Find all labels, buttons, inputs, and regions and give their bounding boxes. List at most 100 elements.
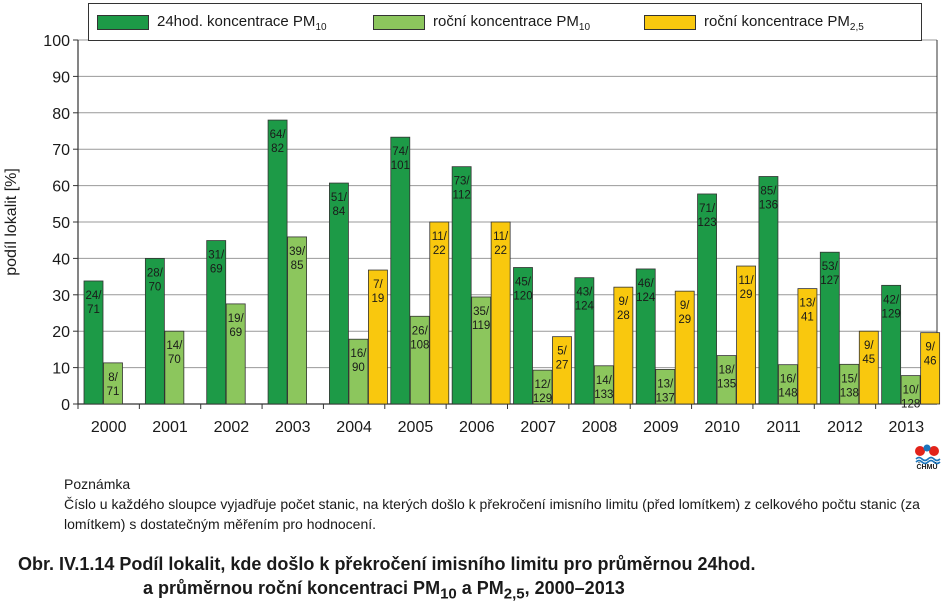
x-tick-label: 2006 — [459, 419, 495, 436]
bar-data-label: 51/84 — [331, 192, 348, 218]
bar-data-label: 9/45 — [862, 340, 875, 366]
bar-data-label: 16/148 — [778, 374, 797, 400]
bar-data-label: 45/120 — [513, 277, 532, 303]
bar — [920, 332, 941, 405]
bar — [839, 363, 860, 405]
bar — [635, 268, 656, 405]
x-tick-label: 2007 — [520, 419, 556, 436]
x-tick-label: 2013 — [889, 419, 925, 436]
bar — [225, 303, 246, 405]
legend: 24hod. koncentrace PM 10 roční koncentrac… — [88, 3, 922, 41]
bar — [429, 221, 450, 405]
x-tick-label: 2010 — [704, 419, 740, 436]
bar-data-label: 71/123 — [697, 203, 716, 229]
bar — [513, 267, 533, 405]
bar-data-label: 9/46 — [924, 342, 937, 368]
bar-data-label: 9/28 — [617, 296, 630, 322]
bar — [144, 257, 165, 405]
x-tick-label: 2009 — [643, 419, 679, 436]
bar-data-label: 18/135 — [717, 365, 736, 391]
bar-data-label: 10/128 — [901, 385, 920, 411]
y-tick-label: 90 — [52, 69, 70, 86]
bar-data-label: 43/124 — [575, 287, 595, 313]
x-tick-label: 2002 — [214, 419, 250, 436]
bar-data-label: 26/108 — [410, 325, 429, 351]
bar-data-label: 39/85 — [289, 246, 306, 272]
y-tick-label: 20 — [52, 324, 70, 341]
x-tick-label: 2004 — [336, 419, 372, 436]
bar — [552, 336, 572, 405]
bar-data-label: 14/133 — [594, 375, 613, 401]
bar-data-label: 11/22 — [432, 231, 448, 257]
bar — [778, 364, 798, 405]
x-tick-label: 2003 — [275, 419, 311, 436]
x-tick-label: 2005 — [398, 419, 434, 436]
legend-swatch-24h-pm10 — [97, 15, 149, 30]
chmu-logo-icon — [915, 444, 941, 465]
bar-data-label: 13/137 — [656, 378, 675, 404]
bar-data-label: 42/129 — [882, 294, 901, 320]
figure-caption: Obr. IV.1.14 Podíl lokalit, kde došlo k … — [18, 552, 756, 607]
bar — [532, 369, 553, 405]
bar — [451, 166, 472, 405]
x-tick-label: 2012 — [827, 419, 863, 436]
bar — [471, 296, 492, 405]
bar-data-label: 31/69 — [208, 250, 225, 276]
bar — [697, 193, 717, 405]
chmu-logo-text: ČHMÚ — [916, 464, 938, 471]
y-tick-label: 40 — [52, 251, 70, 268]
bar — [368, 269, 388, 405]
bar-data-label: 16/90 — [350, 348, 367, 374]
y-tick-label: 30 — [52, 288, 70, 305]
bar — [164, 330, 185, 405]
bar — [858, 330, 879, 405]
bar — [287, 236, 307, 405]
caption-line-2: a průměrnou roční koncentraci PM10 a PM2… — [143, 578, 625, 603]
bar — [390, 136, 411, 405]
bar — [655, 369, 676, 405]
bar — [83, 280, 104, 405]
bar — [103, 362, 123, 405]
bar — [819, 251, 840, 405]
bar-data-label: 11/29 — [739, 275, 755, 301]
bar-data-label: 15/138 — [840, 373, 859, 399]
bar-data-label: 12/129 — [533, 379, 552, 405]
chmu-logo: ČHMÚ — [912, 443, 942, 473]
bar — [348, 338, 369, 405]
y-tick-label: 100 — [43, 33, 70, 50]
bar — [674, 290, 695, 405]
bar-data-label: 13/41 — [799, 298, 816, 324]
x-tick-label: 2000 — [91, 419, 127, 436]
legend-sub-annual-pm25: 2,5 — [849, 22, 864, 33]
bar — [593, 365, 614, 405]
bar — [716, 355, 737, 405]
bar — [900, 375, 921, 405]
note-body: Číslo u každého sloupce vyjadřuje počet … — [64, 496, 920, 532]
bar — [613, 286, 634, 405]
bar-data-label: 28/70 — [147, 267, 164, 293]
bar-data-label: 14/70 — [166, 340, 183, 366]
bar-data-label: 24/71 — [86, 290, 103, 316]
bar — [736, 265, 756, 405]
y-tick-label: 10 — [52, 361, 70, 378]
legend-label-annual-pm25: roční koncentrace PM — [704, 13, 850, 30]
x-tick-label: 2011 — [766, 419, 801, 436]
bar-data-label: 5/27 — [556, 346, 569, 372]
bar-data-label: 19/69 — [228, 313, 245, 339]
bar — [206, 240, 227, 405]
bar — [267, 119, 288, 405]
bar-data-label: 64/82 — [270, 129, 287, 155]
bar — [574, 277, 595, 405]
legend-label-annual-pm10: roční koncentrace PM — [433, 13, 579, 30]
legend-label-24h-pm10: 24hod. koncentrace PM — [157, 13, 316, 30]
bar-data-label: 73/112 — [452, 176, 470, 202]
legend-sub-annual-pm10: 10 — [578, 22, 591, 33]
y-axis-label: podíl lokalit [%] — [3, 168, 20, 276]
bar — [881, 284, 902, 405]
bar — [409, 315, 430, 405]
note-title: Poznámka — [64, 476, 131, 492]
bar-data-label: 8/71 — [107, 372, 120, 398]
caption-line-1: Obr. IV.1.14 Podíl lokalit, kde došlo k … — [18, 554, 756, 574]
bar-data-label: 9/29 — [678, 300, 691, 326]
x-tick-label: 2008 — [582, 419, 618, 436]
